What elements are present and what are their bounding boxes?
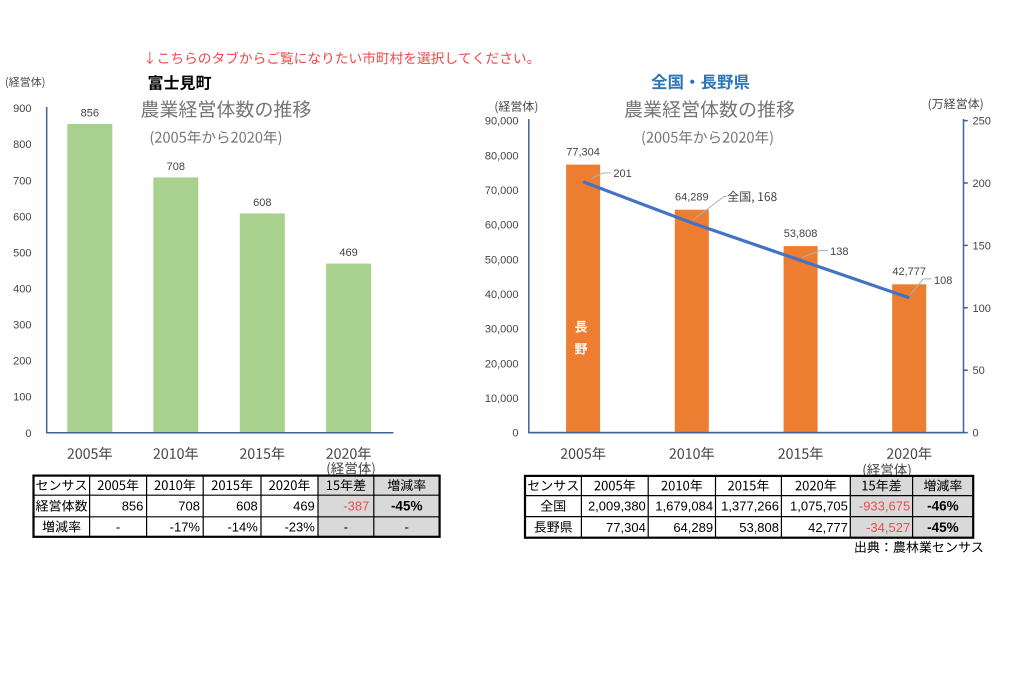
- svg-text:30,000: 30,000: [485, 324, 519, 336]
- svg-text:0: 0: [25, 428, 31, 440]
- svg-text:-23%: -23%: [284, 519, 315, 534]
- svg-text:108: 108: [934, 275, 952, 287]
- svg-text:708: 708: [178, 499, 200, 514]
- svg-text:708: 708: [167, 161, 185, 173]
- svg-text:400: 400: [13, 283, 31, 295]
- svg-text:600: 600: [13, 211, 31, 223]
- svg-text:53,808: 53,808: [739, 520, 779, 535]
- svg-text:-14%: -14%: [227, 519, 258, 534]
- svg-text:469: 469: [339, 247, 357, 259]
- svg-text:0: 0: [512, 428, 518, 440]
- svg-text:469: 469: [293, 499, 315, 514]
- svg-text:-: -: [116, 519, 120, 534]
- svg-text:90,000: 90,000: [485, 116, 519, 128]
- svg-text:-: -: [344, 519, 348, 534]
- svg-text:138: 138: [830, 246, 848, 258]
- svg-text:64,289: 64,289: [675, 192, 709, 204]
- svg-text:1,679,084: 1,679,084: [655, 499, 713, 514]
- svg-text:200: 200: [973, 178, 991, 190]
- svg-text:100: 100: [973, 303, 991, 315]
- svg-text:-17%: -17%: [170, 519, 201, 534]
- svg-text:-46%: -46%: [927, 499, 959, 514]
- svg-text:0: 0: [973, 428, 979, 440]
- svg-text:-933,675: -933,675: [859, 499, 910, 514]
- svg-text:-45%: -45%: [391, 499, 423, 514]
- svg-text:42,777: 42,777: [808, 520, 848, 535]
- svg-text:856: 856: [122, 499, 144, 514]
- svg-text:50,000: 50,000: [485, 254, 519, 266]
- svg-text:10,000: 10,000: [485, 393, 519, 405]
- svg-text:900: 900: [13, 103, 31, 115]
- svg-text:80,000: 80,000: [485, 150, 519, 162]
- svg-text:60,000: 60,000: [485, 220, 519, 232]
- svg-text:200: 200: [13, 356, 31, 368]
- svg-text:1,377,266: 1,377,266: [721, 499, 779, 514]
- svg-text:-34,527: -34,527: [866, 520, 910, 535]
- svg-text:-: -: [405, 519, 409, 534]
- svg-text:42,777: 42,777: [892, 266, 926, 278]
- svg-text:700: 700: [13, 175, 31, 187]
- svg-text:50: 50: [973, 365, 985, 377]
- svg-text:2,009,380: 2,009,380: [588, 499, 646, 514]
- svg-text:500: 500: [13, 247, 31, 259]
- svg-text:40,000: 40,000: [485, 289, 519, 301]
- svg-text:70,000: 70,000: [485, 185, 519, 197]
- svg-text:77,304: 77,304: [606, 520, 646, 535]
- svg-text:608: 608: [253, 197, 271, 209]
- svg-text:150: 150: [973, 240, 991, 252]
- svg-text:64,289: 64,289: [673, 520, 713, 535]
- svg-text:250: 250: [973, 116, 991, 128]
- svg-text:300: 300: [13, 320, 31, 332]
- svg-text:20,000: 20,000: [485, 358, 519, 370]
- svg-text:201: 201: [613, 168, 631, 180]
- svg-text:53,808: 53,808: [784, 228, 818, 240]
- svg-text:100: 100: [13, 392, 31, 404]
- svg-text:-387: -387: [343, 499, 369, 514]
- svg-text:800: 800: [13, 139, 31, 151]
- svg-text:856: 856: [81, 107, 99, 119]
- svg-text:608: 608: [236, 499, 258, 514]
- svg-text:77,304: 77,304: [566, 146, 600, 158]
- svg-text:1,075,705: 1,075,705: [790, 499, 848, 514]
- svg-text:-45%: -45%: [927, 520, 959, 535]
